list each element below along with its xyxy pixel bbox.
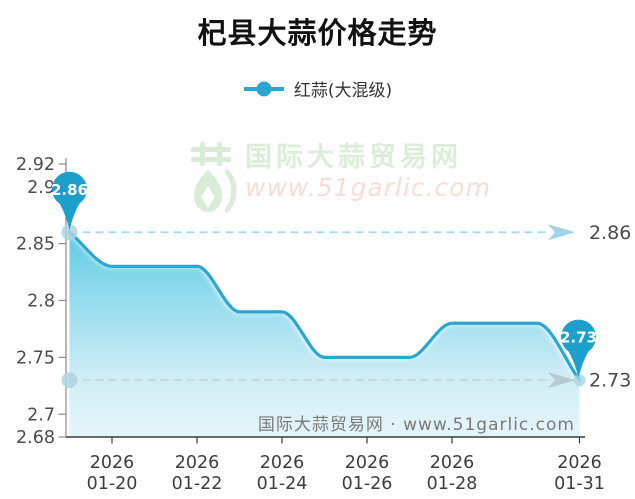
legend[interactable]: 红蒜(大混级) <box>0 76 635 101</box>
y-axis-tick-label: 2.8 <box>27 292 55 312</box>
reference-value-label: 2.73 <box>589 370 631 392</box>
end-point-dot <box>573 374 586 387</box>
y-axis-tick-label: 2.68 <box>16 428 55 448</box>
start-point-dot <box>61 224 78 241</box>
x-axis-tick-label: 2026 01-24 <box>257 453 308 494</box>
series-area-fill <box>69 232 580 437</box>
y-axis-tick-label: 2.9 <box>27 178 55 198</box>
reference-arrowhead-icon <box>548 224 575 241</box>
reference-value-label: 2.86 <box>589 222 631 244</box>
x-axis-tick-label: 2026 01-26 <box>342 453 393 494</box>
x-axis-tick-label: 2026 01-20 <box>87 453 138 494</box>
x-axis-tick-label: 2026 01-28 <box>427 453 478 494</box>
x-axis-tick-label: 2026 01-31 <box>554 453 605 494</box>
ref-start-dot <box>61 372 78 389</box>
y-axis-tick-label: 2.92 <box>16 155 55 175</box>
start-value-pin-label: 2.86 <box>51 181 88 199</box>
series-line <box>67 230 582 382</box>
end-value-pin <box>561 319 596 379</box>
x-axis-tick-label: 2026 01-22 <box>172 453 223 494</box>
y-axis-tick-label: 2.85 <box>16 235 55 255</box>
legend-series-label: 红蒜(大混级) <box>293 81 393 101</box>
reference-arrowhead-icon <box>548 372 575 389</box>
chart-title: 杞县大蒜价格走势 <box>197 16 438 50</box>
start-value-pin <box>52 171 88 231</box>
end-value-pin-label: 2.73 <box>560 329 597 347</box>
series-line-glow <box>66 226 583 380</box>
legend-line-marker-icon <box>243 81 284 96</box>
y-axis-tick-label: 2.7 <box>27 405 55 425</box>
y-axis-tick-label: 2.75 <box>16 348 55 368</box>
